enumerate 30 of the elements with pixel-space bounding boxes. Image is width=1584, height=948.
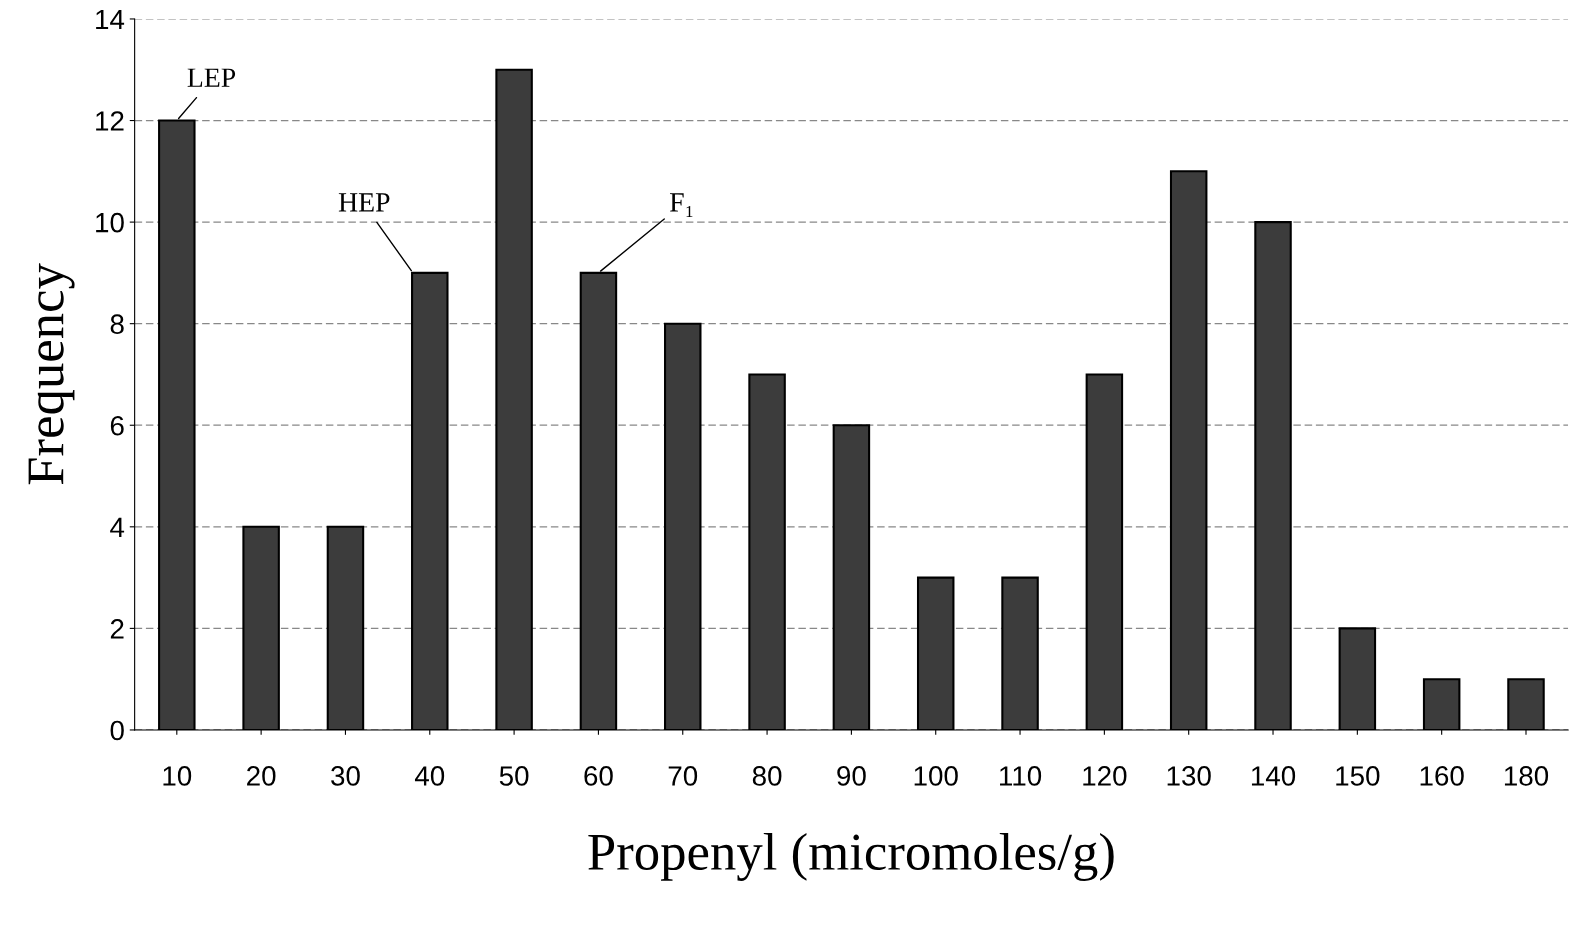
x-tick-label: 110 bbox=[1000, 766, 1042, 786]
y-tick-label: 8 bbox=[110, 314, 124, 335]
x-tick-label: 160 bbox=[1420, 766, 1464, 786]
x-tick-label: 20 bbox=[247, 766, 276, 786]
y-tick-label: 0 bbox=[110, 720, 124, 741]
x-axis-title: Propenyl (micromoles/g) bbox=[588, 832, 1114, 881]
y-tick-label: 12 bbox=[96, 111, 124, 131]
x-tick-label: 80 bbox=[752, 766, 782, 786]
x-tick-label: 120 bbox=[1083, 766, 1127, 786]
x-tick-label: 100 bbox=[914, 766, 958, 786]
y-tick-label: 6 bbox=[110, 415, 124, 436]
annotation: F₁ bbox=[669, 193, 693, 217]
y-tick-label: 4 bbox=[110, 517, 125, 537]
x-tick-label: 140 bbox=[1251, 766, 1296, 786]
x-tick-label: 50 bbox=[499, 766, 529, 786]
annotation: LEP bbox=[187, 68, 236, 87]
x-tick-label: 70 bbox=[668, 766, 698, 786]
y-tick-label: 2 bbox=[110, 619, 124, 639]
x-tick-label: 60 bbox=[584, 766, 613, 786]
annotation: HEP bbox=[338, 193, 390, 212]
y-tick-label: 14 bbox=[96, 9, 125, 30]
x-tick-label: 30 bbox=[331, 766, 360, 786]
x-tick-label: 10 bbox=[163, 766, 192, 786]
x-tick-label: 40 bbox=[414, 766, 445, 786]
x-tick-label: 150 bbox=[1336, 766, 1380, 786]
x-tick-label: 90 bbox=[837, 766, 866, 786]
y-axis-title: Frequency bbox=[28, 263, 75, 485]
x-tick-label: 130 bbox=[1167, 766, 1211, 786]
x-tick-label: 180 bbox=[1504, 766, 1549, 786]
y-tick-label: 10 bbox=[96, 212, 124, 233]
